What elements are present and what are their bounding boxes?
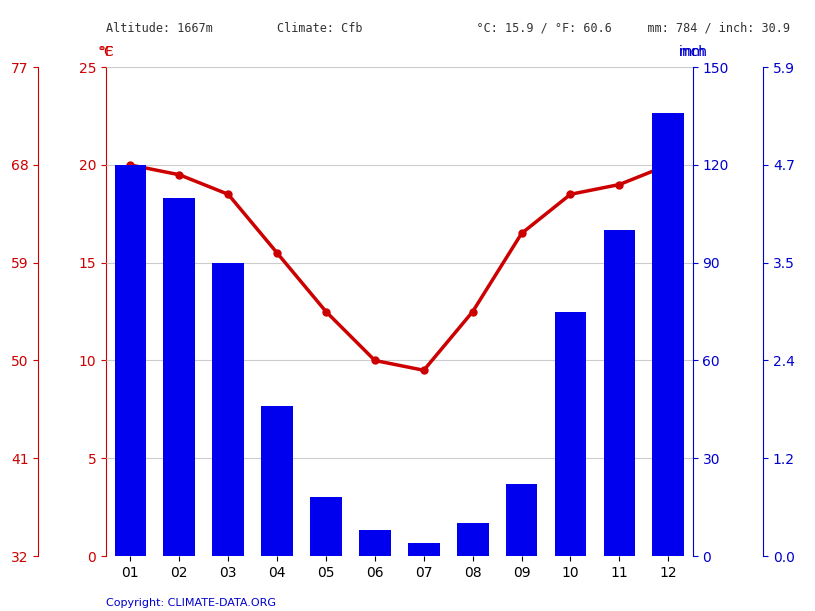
- Text: °C: °C: [98, 45, 114, 59]
- Bar: [652, 113, 684, 556]
- Bar: [456, 524, 488, 556]
- Bar: [310, 497, 342, 556]
- Text: °F: °F: [99, 45, 113, 59]
- Bar: [603, 230, 636, 556]
- Text: mm: mm: [679, 45, 707, 59]
- Bar: [114, 165, 147, 556]
- Text: Altitude: 1667m         Climate: Cfb                °C: 15.9 / °F: 60.6     mm: : Altitude: 1667m Climate: Cfb °C: 15.9 / …: [106, 21, 790, 34]
- Text: Copyright: CLIMATE-DATA.ORG: Copyright: CLIMATE-DATA.ORG: [106, 598, 276, 608]
- Bar: [359, 530, 391, 556]
- Bar: [554, 312, 586, 556]
- Bar: [408, 543, 440, 556]
- Bar: [212, 263, 244, 556]
- Bar: [505, 485, 538, 556]
- Bar: [163, 197, 196, 556]
- Text: inch: inch: [678, 45, 707, 59]
- Bar: [261, 406, 293, 556]
